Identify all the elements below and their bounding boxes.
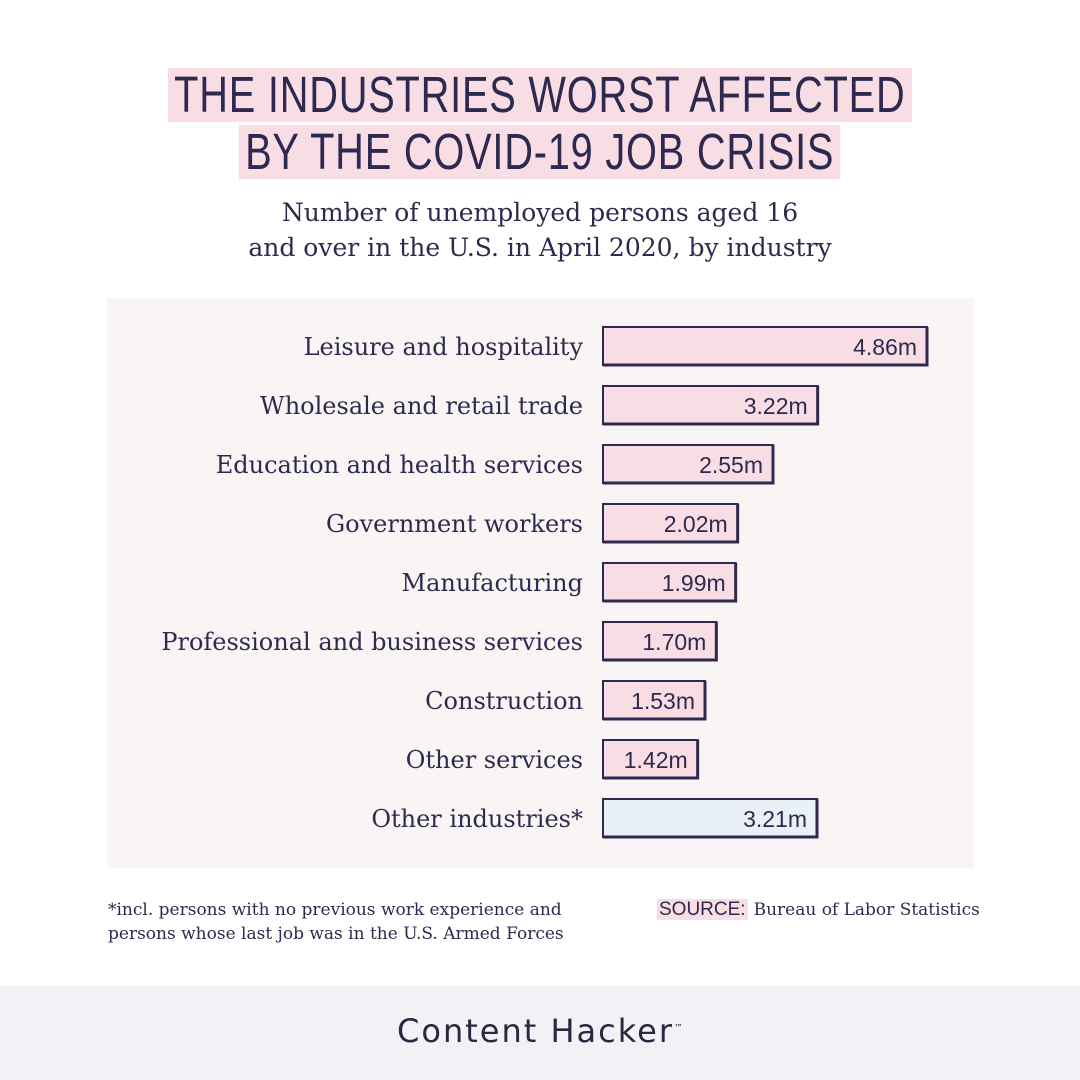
source-text: Bureau of Labor Statistics xyxy=(753,900,980,920)
source: SOURCE: Bureau of Labor Statistics xyxy=(657,898,980,922)
value-label: 3.21m xyxy=(743,806,807,832)
brand-logo: Content Hacker™ xyxy=(0,1012,1080,1050)
bar-edge xyxy=(603,327,929,367)
value-label: 1.99m xyxy=(662,570,726,596)
category-label: Leisure and hospitality xyxy=(304,333,584,361)
bar-edge xyxy=(603,799,819,839)
trademark-mark: ™ xyxy=(673,1023,683,1034)
chart-panel xyxy=(107,298,974,868)
category-label: Manufacturing xyxy=(402,569,584,597)
category-label: Education and health services xyxy=(216,451,583,479)
value-label: 1.53m xyxy=(631,688,695,714)
bar-chart: Leisure and hospitality 4.86m Wholesale an… xyxy=(107,298,974,868)
value-label: 2.55m xyxy=(699,452,763,478)
value-label: 1.70m xyxy=(642,629,706,655)
value-label: 1.42m xyxy=(624,747,688,773)
bar-edge xyxy=(603,681,707,721)
source-label: SOURCE: xyxy=(657,899,748,920)
bar xyxy=(602,680,706,720)
category-label: Construction xyxy=(425,687,583,715)
category-label: Other industries* xyxy=(371,805,583,833)
bar xyxy=(602,798,818,838)
bar xyxy=(602,562,737,602)
footnote-line-2: persons whose last job was in the U.S. A… xyxy=(108,924,564,944)
subtitle-line-2: and over in the U.S. in April 2020, by i… xyxy=(248,233,832,262)
category-label: Wholesale and retail trade xyxy=(260,392,583,420)
bar-edge xyxy=(603,563,738,603)
chart-title: THE INDUSTRIES WORST AFFECTED BY THE COV… xyxy=(0,68,1080,182)
bar xyxy=(602,444,774,484)
bar-edge xyxy=(603,740,700,780)
bar-edge xyxy=(603,504,740,544)
bar-edge xyxy=(603,622,718,662)
footer-bar xyxy=(0,986,1080,1080)
bar xyxy=(602,621,718,661)
title-line-1: THE INDUSTRIES WORST AFFECTED xyxy=(168,68,912,122)
footnote-line-1: *incl. persons with no previous work exp… xyxy=(108,900,562,920)
subtitle-line-1: Number of unemployed persons aged 16 xyxy=(281,198,799,227)
brand-name: Content Hacker xyxy=(397,1012,674,1050)
title-line-2: BY THE COVID-19 JOB CRISIS xyxy=(239,125,841,179)
bar-edge xyxy=(603,386,820,426)
category-label: Other services xyxy=(406,746,583,774)
category-label: Professional and business services xyxy=(161,628,583,656)
value-label: 3.22m xyxy=(744,393,808,419)
value-label: 2.02m xyxy=(664,511,728,537)
category-label: Government workers xyxy=(326,510,583,538)
value-label: 4.86m xyxy=(853,334,917,360)
bar-edge xyxy=(603,445,775,485)
bar xyxy=(602,326,928,366)
footnote: *incl. persons with no previous work exp… xyxy=(108,898,564,946)
